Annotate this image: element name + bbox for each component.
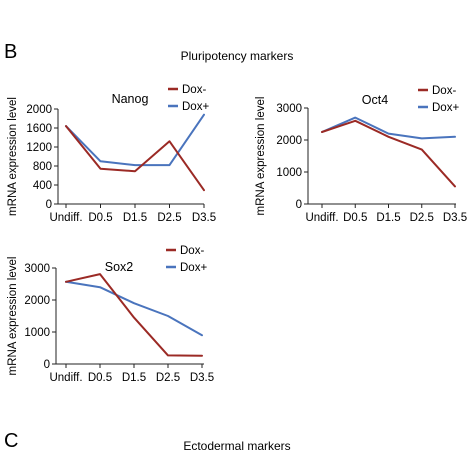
legend-label-dox-minus: Dox- xyxy=(180,245,204,257)
x-tick-label: D2.5 xyxy=(157,212,181,224)
y-tick-label: 800 xyxy=(33,161,52,173)
panel-c-letter: C xyxy=(4,430,18,452)
series-line-dox-plus xyxy=(321,116,456,140)
legend-label-dox-minus: Dox- xyxy=(432,85,456,97)
y-tick-label: 2000 xyxy=(276,135,302,147)
series-line-dox-plus xyxy=(65,113,205,167)
chart-2: 0 1000 2000 3000 Undiff. D0.5 D1.5 D2.5 D3.5 mRNA… xyxy=(7,245,214,384)
y-tick-label: 1200 xyxy=(26,142,52,154)
y-tick-label: 400 xyxy=(33,180,52,192)
panel-b-letter: B xyxy=(4,41,17,63)
charts-group: 0 400 800 1200 1600 2000 Undiff. D0.5 D1.5 D2.5 D3… xyxy=(7,84,467,384)
legend-label-dox-minus: Dox- xyxy=(182,84,206,96)
series-line-dox-minus xyxy=(65,273,203,357)
x-tick-label: D1.5 xyxy=(122,372,146,384)
y-axis-label: mRNA expression level xyxy=(7,97,19,216)
x-tick-label: D1.5 xyxy=(123,212,147,224)
x-tick-label: D1.5 xyxy=(376,212,400,224)
x-tick-label: D3.5 xyxy=(443,212,467,224)
y-axis-label: mRNA expression level xyxy=(7,257,19,376)
y-tick-label: 0 xyxy=(46,199,52,211)
chart-1: 0 1000 2000 3000 Undiff. D0.5 D1.5 D2.5 D3.5 mRNA… xyxy=(255,85,467,224)
chart-title: Nanog xyxy=(112,92,149,106)
y-tick-label: 3000 xyxy=(24,263,50,275)
chart-title: Oct4 xyxy=(362,93,388,107)
y-tick-label: 3000 xyxy=(276,103,302,115)
y-axis-label: mRNA expression level xyxy=(255,97,267,216)
legend-label-dox-plus: Dox+ xyxy=(182,101,209,113)
legend-label-dox-plus: Dox+ xyxy=(180,262,207,274)
x-tick-label: D2.5 xyxy=(156,372,180,384)
x-tick-label: D0.5 xyxy=(88,212,112,224)
x-tick-label: D0.5 xyxy=(88,372,112,384)
panel-c-title: Ectodermal markers xyxy=(183,439,290,453)
x-tick-label: Undiff. xyxy=(49,212,82,224)
series-line-dox-minus xyxy=(65,125,205,192)
x-tick-label: D0.5 xyxy=(343,212,367,224)
chart-0: 0 400 800 1200 1600 2000 Undiff. D0.5 D1.5 D2.5 D3… xyxy=(7,84,216,224)
x-tick-label: D3.5 xyxy=(190,372,214,384)
x-tick-label: D2.5 xyxy=(410,212,434,224)
series-line-dox-plus xyxy=(65,280,203,337)
panel-b-title: Pluripotency markers xyxy=(181,49,294,63)
y-tick-label: 0 xyxy=(296,199,302,211)
legend-label-dox-plus: Dox+ xyxy=(432,102,459,114)
y-tick-label: 0 xyxy=(44,359,50,371)
y-tick-label: 1600 xyxy=(26,123,52,135)
x-tick-label: Undiff. xyxy=(49,372,82,384)
series-line-dox-minus xyxy=(321,119,456,188)
y-tick-label: 1000 xyxy=(276,167,302,179)
y-tick-label: 2000 xyxy=(24,295,50,307)
y-tick-label: 2000 xyxy=(26,104,52,116)
chart-title: Sox2 xyxy=(105,260,134,274)
x-tick-label: D3.5 xyxy=(192,212,216,224)
x-tick-label: Undiff. xyxy=(305,212,338,224)
y-tick-label: 1000 xyxy=(24,327,50,339)
